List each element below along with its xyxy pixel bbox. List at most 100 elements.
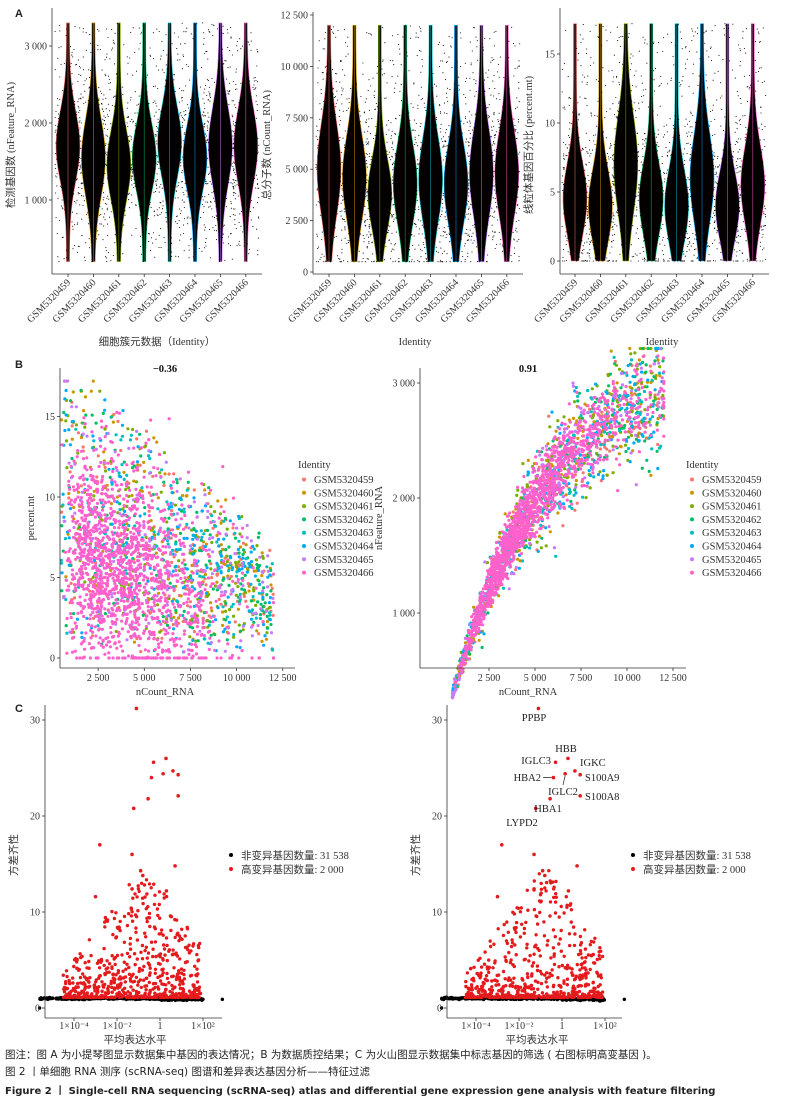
data-point bbox=[493, 161, 495, 163]
data-point bbox=[332, 167, 334, 169]
data-point bbox=[182, 125, 184, 127]
data-point bbox=[636, 206, 638, 208]
data-point bbox=[613, 183, 615, 185]
data-point bbox=[392, 169, 394, 171]
data-point bbox=[594, 257, 596, 259]
data-point bbox=[230, 203, 232, 205]
data-point bbox=[354, 162, 357, 164]
data-point bbox=[322, 165, 324, 167]
data-point bbox=[187, 107, 189, 109]
data-point bbox=[72, 107, 74, 109]
data-point bbox=[130, 99, 132, 101]
data-point bbox=[399, 143, 401, 145]
data-point bbox=[627, 114, 630, 116]
data-point bbox=[176, 137, 178, 139]
data-point bbox=[426, 191, 428, 193]
data-point bbox=[374, 192, 376, 194]
data-point bbox=[584, 169, 586, 171]
data-point bbox=[73, 150, 75, 153]
data-point bbox=[567, 223, 570, 225]
data-point bbox=[511, 149, 513, 151]
data-point bbox=[491, 181, 493, 183]
data-point bbox=[366, 188, 368, 190]
data-point bbox=[367, 258, 369, 260]
data-point bbox=[470, 62, 472, 64]
data-point bbox=[580, 214, 582, 216]
data-point bbox=[216, 145, 218, 148]
data-point bbox=[376, 171, 378, 173]
data-point bbox=[216, 181, 218, 183]
data-point bbox=[103, 225, 105, 227]
data-point bbox=[448, 232, 450, 234]
data-point bbox=[176, 152, 178, 154]
data-point bbox=[562, 190, 564, 192]
data-point bbox=[200, 196, 202, 198]
data-point bbox=[504, 237, 506, 239]
data-point bbox=[113, 139, 115, 141]
data-point bbox=[385, 220, 387, 222]
data-point bbox=[351, 188, 353, 190]
data-point bbox=[180, 158, 182, 160]
data-point bbox=[616, 185, 618, 187]
data-point bbox=[499, 155, 501, 157]
data-point bbox=[128, 192, 130, 194]
data-point bbox=[111, 190, 113, 192]
data-point bbox=[464, 62, 466, 64]
data-point bbox=[169, 98, 171, 100]
data-point bbox=[195, 119, 197, 121]
data-point bbox=[238, 145, 240, 147]
data-point bbox=[122, 115, 124, 117]
data-point bbox=[372, 138, 375, 140]
data-point bbox=[235, 129, 238, 131]
data-point bbox=[60, 143, 62, 145]
data-point bbox=[232, 120, 234, 122]
data-point bbox=[113, 43, 115, 45]
data-point bbox=[338, 178, 340, 180]
data-point bbox=[605, 230, 607, 232]
data-point bbox=[155, 184, 158, 186]
data-point bbox=[204, 226, 206, 228]
data-point bbox=[587, 211, 589, 213]
data-point bbox=[359, 110, 361, 112]
data-point bbox=[90, 42, 92, 44]
data-point bbox=[357, 195, 359, 197]
data-point bbox=[471, 171, 473, 173]
data-point bbox=[317, 130, 319, 132]
data-point bbox=[395, 133, 397, 135]
violin-GSM5320464 bbox=[181, 22, 209, 262]
data-point bbox=[387, 224, 389, 226]
data-point bbox=[587, 152, 589, 154]
data-point bbox=[509, 122, 511, 124]
data-point bbox=[341, 248, 343, 250]
data-point bbox=[91, 182, 93, 184]
data-point bbox=[56, 233, 58, 235]
data-point bbox=[612, 167, 614, 169]
data-point bbox=[55, 110, 57, 113]
data-point bbox=[516, 179, 518, 181]
data-point bbox=[141, 120, 143, 122]
data-point bbox=[247, 117, 249, 119]
data-point bbox=[425, 194, 427, 196]
data-point bbox=[68, 79, 70, 81]
data-point bbox=[233, 147, 235, 149]
data-point bbox=[630, 63, 632, 65]
data-point bbox=[207, 173, 210, 175]
data-point bbox=[587, 208, 589, 210]
data-point bbox=[256, 110, 258, 112]
data-point bbox=[188, 112, 190, 114]
data-point bbox=[564, 158, 566, 160]
data-point bbox=[76, 213, 78, 215]
data-point bbox=[99, 138, 101, 140]
data-point bbox=[589, 139, 591, 141]
data-point bbox=[381, 252, 383, 254]
data-point bbox=[240, 82, 242, 84]
data-point bbox=[467, 179, 470, 181]
data-point bbox=[85, 145, 87, 147]
data-point bbox=[367, 190, 369, 192]
data-point bbox=[500, 238, 502, 240]
data-point bbox=[617, 165, 619, 167]
data-point bbox=[185, 85, 187, 87]
data-point bbox=[79, 193, 81, 195]
data-point bbox=[258, 197, 260, 199]
data-point bbox=[351, 133, 353, 135]
